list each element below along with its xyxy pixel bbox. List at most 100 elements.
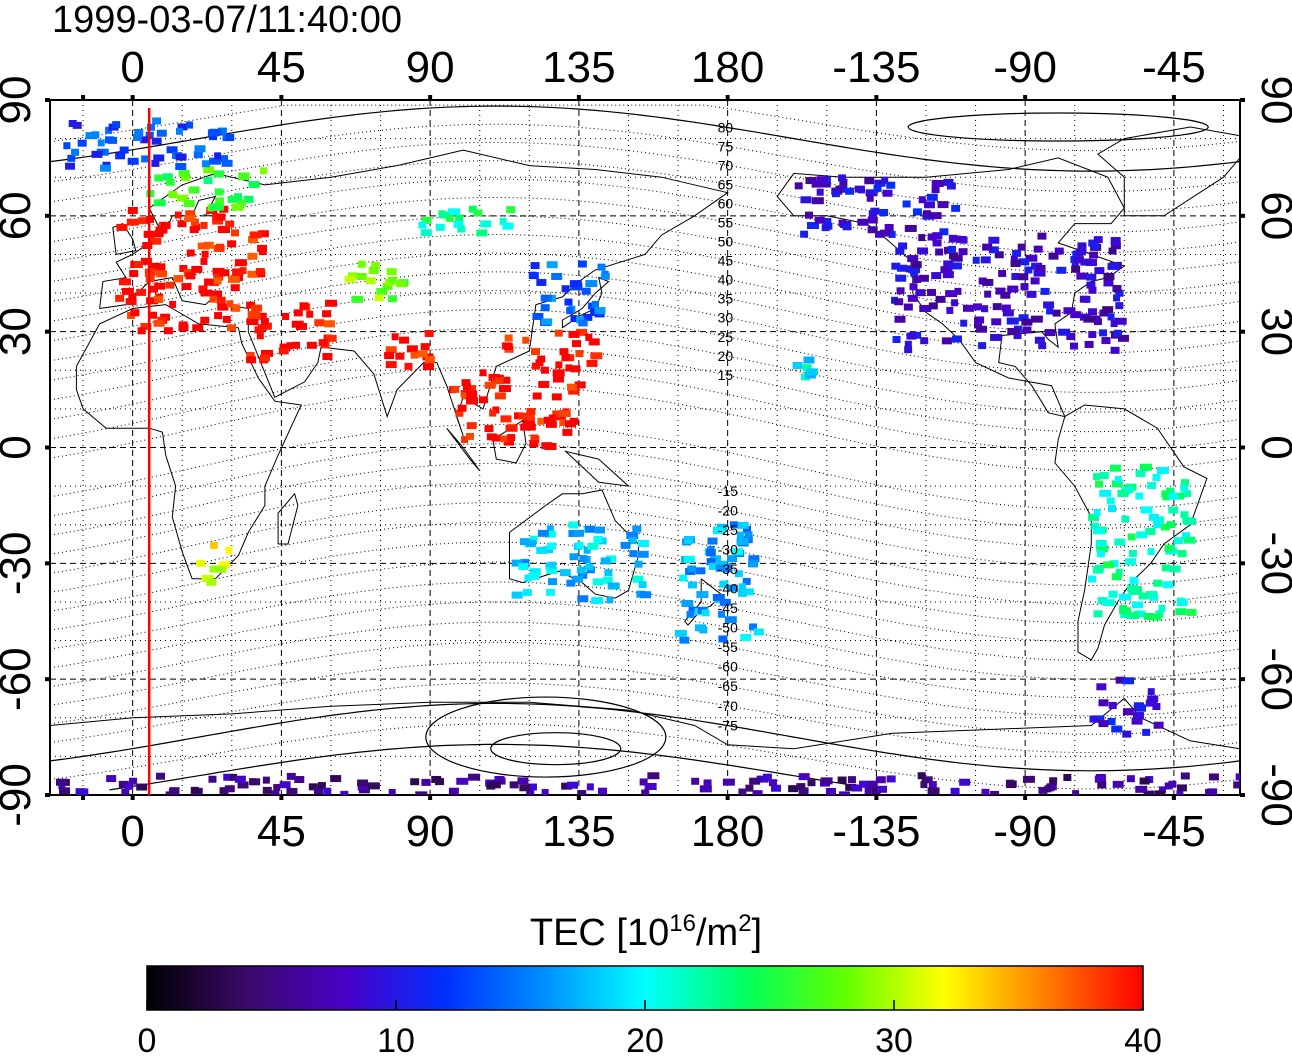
tec-mark <box>420 343 430 351</box>
tec-mark <box>183 200 195 208</box>
tec-mark <box>951 299 959 307</box>
tec-mark <box>712 527 725 535</box>
tec-mark <box>256 332 264 340</box>
tec-mark <box>1020 283 1029 291</box>
tec-mark <box>691 777 700 785</box>
tec-mark <box>181 173 191 181</box>
frame-tick <box>279 95 284 100</box>
coastline <box>509 489 639 599</box>
tec-mark <box>681 600 694 608</box>
frame-tick <box>1023 95 1028 100</box>
tec-mark <box>569 553 579 561</box>
tec-mark <box>570 365 581 373</box>
tec-mark <box>155 226 168 234</box>
tec-mark <box>990 790 1000 795</box>
tec-mark <box>594 307 606 315</box>
tec-mark <box>1018 273 1029 281</box>
frame-tick <box>1171 95 1176 100</box>
tec-mark <box>115 152 126 160</box>
tec-mark <box>351 295 364 303</box>
tec-mark <box>1208 773 1219 781</box>
tec-mark <box>484 425 494 433</box>
tec-mark <box>227 195 238 203</box>
tec-mark <box>976 325 988 333</box>
tec-mark <box>904 340 912 348</box>
tec-mark <box>185 210 196 218</box>
tec-mark <box>798 773 810 781</box>
tec-mark <box>1180 511 1189 519</box>
north-pole-contour <box>907 112 1209 142</box>
tec-mark <box>972 256 980 264</box>
tec-mark <box>133 261 143 269</box>
tec-mark <box>286 787 298 795</box>
tec-mark <box>1168 492 1179 500</box>
contour-label: 35 <box>718 291 734 307</box>
tec-mark <box>152 117 162 125</box>
tec-mark <box>494 392 506 400</box>
tec-mark <box>1087 308 1097 316</box>
tec-mark <box>151 137 162 145</box>
tec-mark <box>572 340 582 348</box>
tec-mark <box>597 263 606 271</box>
tec-mark <box>904 346 913 354</box>
tec-mark <box>455 214 464 222</box>
tec-mark <box>125 298 137 306</box>
tec-mark <box>738 589 748 597</box>
tec-mark <box>1135 469 1146 477</box>
tec-mark <box>1173 537 1183 545</box>
tec-mark <box>421 216 432 224</box>
lat-label-right: -90 <box>1252 763 1292 827</box>
tec-mark <box>875 230 885 238</box>
tec-mark <box>1076 272 1089 280</box>
tec-mark <box>507 433 516 441</box>
tec-mark <box>686 610 695 618</box>
tec-mark <box>231 229 240 237</box>
tec-mark <box>588 338 600 346</box>
tec-mark <box>1071 260 1079 268</box>
tec-mark <box>1012 249 1022 257</box>
tec-mark <box>722 778 735 786</box>
frame-tick <box>81 95 86 100</box>
tec-mark <box>456 777 469 785</box>
tec-mark <box>213 277 222 285</box>
tec-mark <box>738 583 746 591</box>
tec-mark <box>745 588 754 596</box>
tec-mark <box>1122 730 1132 738</box>
tec-mark <box>909 283 918 291</box>
frame-tick <box>428 795 433 800</box>
tec-mark <box>1093 527 1106 535</box>
contour-label: 40 <box>718 271 734 287</box>
tec-mark <box>1080 258 1092 266</box>
tec-mark <box>1158 604 1166 612</box>
tec-mark <box>177 194 189 202</box>
frame-tick <box>1240 561 1245 566</box>
tec-mark <box>230 773 238 781</box>
tec-mark <box>286 342 294 350</box>
tec-mark <box>1000 291 1011 299</box>
tec-mark <box>445 214 454 222</box>
tec-mark <box>1108 701 1117 709</box>
tec-mark <box>247 252 258 260</box>
frame-tick <box>130 95 135 100</box>
tec-mark <box>995 287 1006 295</box>
tec-mark <box>503 343 513 351</box>
tec-mark <box>96 148 109 156</box>
tec-mark <box>128 293 137 301</box>
tec-mark <box>804 211 813 219</box>
tec-mark <box>55 778 67 786</box>
tec-mark <box>526 539 537 547</box>
tec-mark <box>749 777 761 785</box>
tec-mark <box>695 567 706 575</box>
tec-mark <box>585 333 593 341</box>
tec-mark <box>208 775 217 783</box>
tec-mark <box>771 784 782 792</box>
tec-mark <box>1070 311 1082 319</box>
tec-mark <box>466 397 479 405</box>
tec-mark <box>748 560 759 568</box>
tec-mark <box>1088 513 1100 521</box>
tec-mark <box>543 416 551 424</box>
tec-mark <box>798 787 809 795</box>
tec-mark <box>175 127 183 135</box>
contour-label: -60 <box>718 659 738 675</box>
tec-mark <box>567 781 579 789</box>
